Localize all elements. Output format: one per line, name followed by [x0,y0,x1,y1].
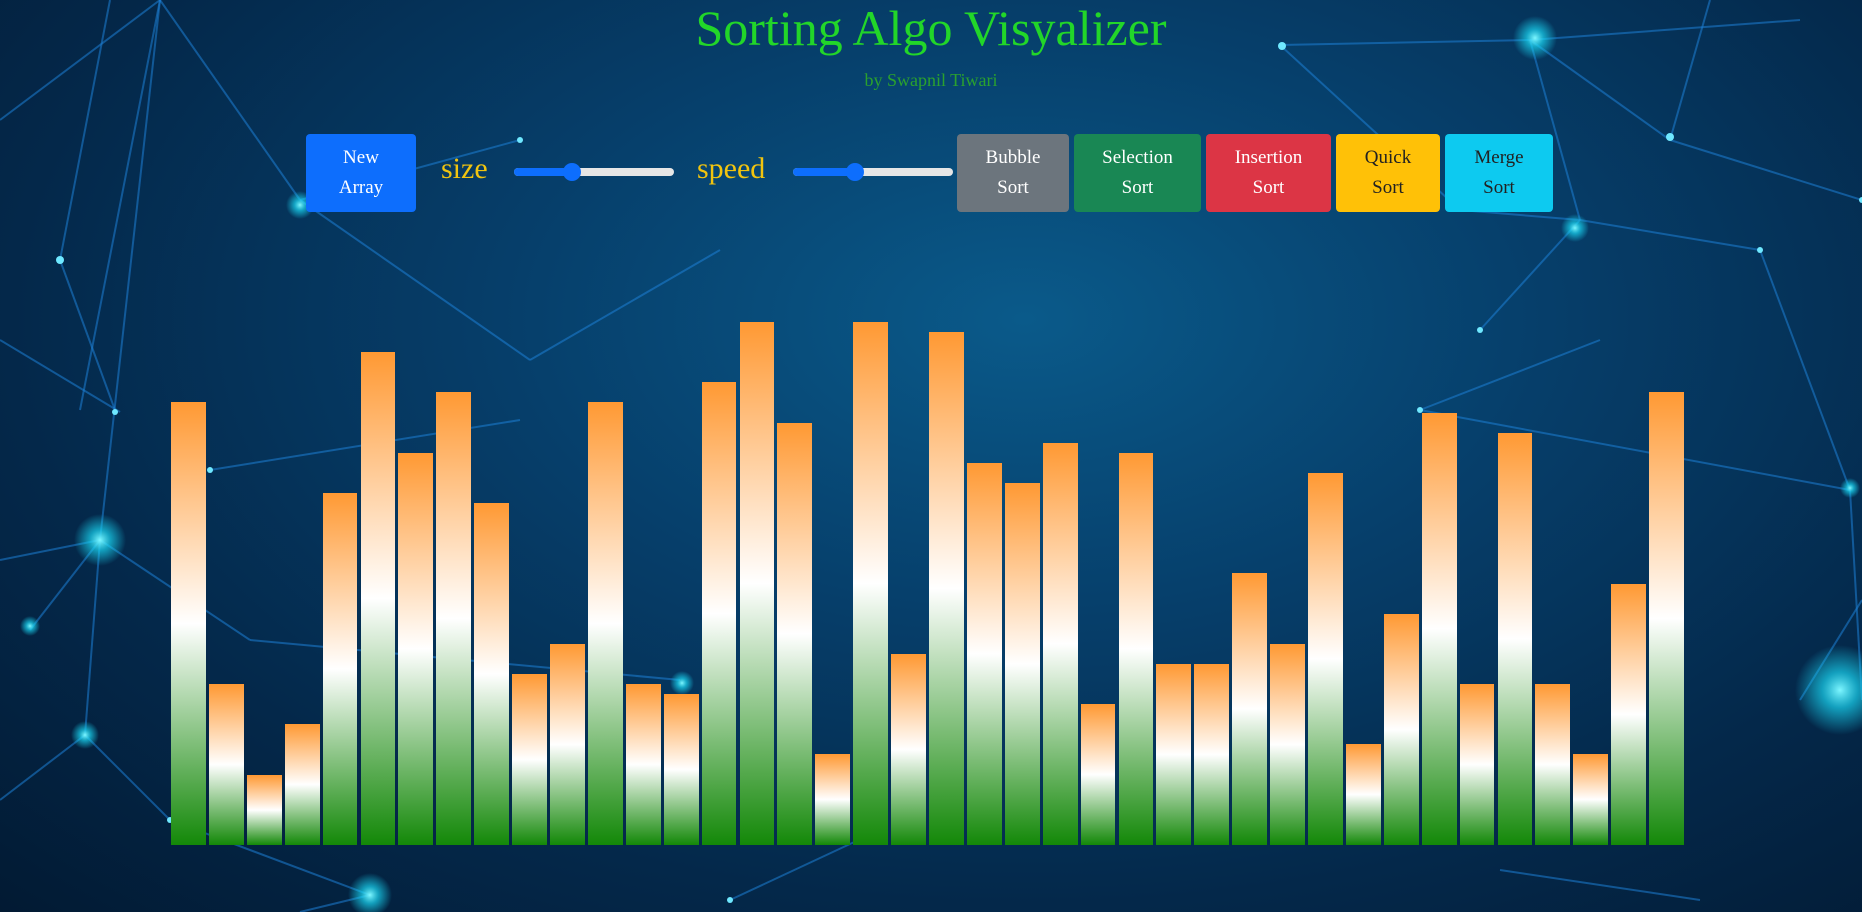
array-bar [436,392,472,845]
array-bar [777,422,813,845]
controls-bar: New Array size speed Bubble Sort Selection… [0,134,1862,212]
array-bar [1118,452,1154,845]
array-bar [474,503,510,845]
page-title: Sorting Algo Visyalizer [695,0,1167,56]
new-array-button[interactable]: New Array [306,134,416,212]
bubble-sort-button[interactable]: Bubble Sort [957,134,1069,212]
page-subtitle: by Swapnil Tiwari [864,70,998,90]
array-bar [587,402,623,845]
selection-sort-label: Selection Sort [1102,147,1173,198]
bubble-sort-label: Bubble Sort [985,147,1041,198]
array-bar [284,724,320,845]
array-bar [1004,482,1040,845]
array-bar [1459,684,1495,845]
size-slider-fill [514,168,572,176]
array-bar [1156,663,1192,845]
merge-sort-label: Merge Sort [1474,147,1524,198]
array-bar [1573,754,1609,845]
insertion-sort-button[interactable]: Insertion Sort [1206,134,1331,212]
size-slider-thumb[interactable] [562,163,581,181]
array-bar [512,674,547,845]
array-bar [550,643,585,845]
array-bar [360,352,396,845]
array-bar [1080,704,1116,845]
array-bar [208,684,244,845]
array-bar [322,492,358,845]
array-bar [853,322,889,845]
quick-sort-label: Quick Sort [1364,147,1412,198]
array-bar [815,754,851,845]
array-bar [246,774,282,845]
array-bar [1270,643,1305,845]
array-bar [625,684,661,845]
array-bar [1042,442,1078,845]
size-slider[interactable] [514,163,674,181]
new-array-label: New Array [338,147,384,198]
speed-slider-thumb[interactable] [846,163,865,181]
array-bar [1345,744,1381,845]
speed-slider-fill [793,168,856,176]
array-bar [929,332,964,845]
array-bar [891,653,926,845]
array-bar [663,694,699,845]
array-bar [1232,573,1268,845]
size-label: size [441,152,488,185]
speed-slider[interactable] [793,163,953,181]
array-bar [1421,412,1457,845]
speed-label: speed [697,152,766,185]
array-bar [1194,663,1230,845]
array-bar [1383,613,1419,845]
array-bars-container [171,300,1687,845]
array-bar [398,452,434,845]
array-bar [1497,432,1533,845]
array-bar [739,322,775,845]
quick-sort-button[interactable]: Quick Sort [1336,134,1440,212]
array-bar [1611,583,1647,845]
insertion-sort-label: Insertion Sort [1234,147,1303,198]
array-bar [1649,392,1684,845]
array-bar [966,462,1002,845]
array-bar [1535,684,1571,845]
selection-sort-button[interactable]: Selection Sort [1074,134,1201,212]
merge-sort-button[interactable]: Merge Sort [1445,134,1553,212]
array-bar [701,382,737,845]
array-bar [1308,472,1343,845]
array-bar [171,402,206,845]
